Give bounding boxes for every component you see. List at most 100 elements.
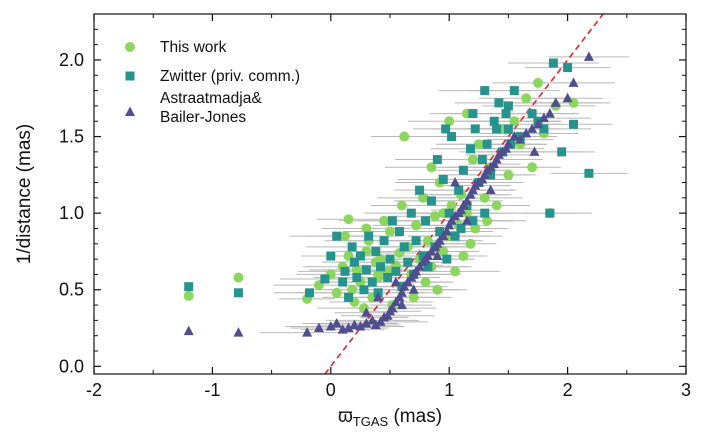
- data-point-circle: [446, 200, 457, 211]
- data-point-circle: [432, 284, 443, 295]
- data-point-circle: [467, 154, 478, 165]
- data-point-triangle: [461, 195, 472, 205]
- data-point-square: [462, 200, 472, 210]
- data-point-circle: [396, 200, 407, 211]
- legend-label-this-work: This work: [160, 39, 227, 56]
- legend-label-astraatmadja: Astraatmadja& Bailer-Jones: [160, 90, 262, 126]
- data-point-square: [385, 254, 395, 264]
- data-point-square: [415, 185, 425, 195]
- data-point-circle: [450, 266, 461, 277]
- data-point-square: [349, 257, 359, 267]
- data-point-circle: [521, 93, 532, 104]
- legend-marker-this-work: [125, 42, 135, 52]
- legend-label-line: Astraatmadja&: [160, 90, 262, 107]
- data-point-square: [359, 285, 369, 295]
- data-point-circle: [429, 211, 440, 222]
- data-point-triangle: [370, 319, 381, 329]
- data-point-square: [394, 227, 404, 237]
- data-point-triangle: [461, 215, 472, 225]
- data-point-square: [492, 124, 502, 134]
- data-point-circle: [379, 215, 390, 226]
- data-point-square: [527, 109, 537, 119]
- data-point-circle: [418, 192, 429, 203]
- data-point-square: [466, 144, 476, 154]
- y-tick-label: 2.0: [59, 50, 84, 70]
- data-point-circle: [408, 292, 419, 303]
- data-point-square: [480, 208, 490, 218]
- data-point-circle: [343, 214, 354, 225]
- data-point-square: [426, 196, 436, 206]
- x-axis-label-symbol: ϖ: [338, 406, 353, 427]
- data-point-triangle: [533, 118, 543, 129]
- series-1: [184, 58, 594, 302]
- data-point-square: [444, 208, 454, 218]
- x-tick-label: 0: [326, 380, 336, 400]
- data-point-triangle: [343, 322, 354, 333]
- data-point-square: [447, 132, 457, 142]
- data-point-triangle: [387, 302, 398, 313]
- data-point-square: [379, 236, 389, 246]
- x-axis-label-subscript: TGAS: [353, 414, 389, 429]
- data-series: [183, 51, 594, 337]
- data-point-triangle: [515, 134, 526, 144]
- data-point-circle: [422, 235, 433, 246]
- legend-marker-zwitter: [125, 71, 135, 81]
- data-point-triangle: [361, 307, 372, 317]
- data-point-square: [441, 124, 451, 134]
- y-axis-label: 1/distance (mas): [14, 124, 35, 264]
- data-point-square: [450, 231, 460, 241]
- data-point-triangle: [485, 184, 496, 195]
- data-point-square: [545, 208, 555, 218]
- data-point-square: [347, 242, 357, 252]
- data-point-square: [563, 63, 573, 73]
- data-point-triangle: [441, 226, 452, 236]
- data-point-circle: [473, 139, 484, 150]
- data-point-triangle: [538, 112, 549, 123]
- data-point-square: [494, 98, 504, 108]
- x-tick-label: -2: [86, 380, 102, 400]
- data-point-square: [399, 242, 409, 252]
- data-point-circle: [491, 200, 502, 211]
- data-point-square: [320, 274, 330, 284]
- data-point-square: [486, 170, 496, 180]
- data-point-square: [442, 254, 452, 264]
- data-point-triangle: [562, 92, 573, 103]
- data-point-circle: [438, 246, 449, 257]
- data-point-triangle: [396, 287, 407, 297]
- data-point-square: [569, 119, 579, 129]
- data-point-triangle: [432, 250, 443, 261]
- y-tick-label: 0.5: [59, 280, 84, 300]
- data-point-triangle: [349, 319, 360, 329]
- data-point-square: [338, 277, 348, 287]
- x-axis-ticks: -2 -1 0 1 2 3: [86, 14, 691, 400]
- data-point-circle: [527, 162, 538, 173]
- x-tick-label: 2: [563, 380, 573, 400]
- data-point-square: [361, 265, 371, 275]
- y-tick-label: 0.0: [59, 356, 84, 376]
- data-point-square: [423, 262, 433, 272]
- data-point-square: [340, 266, 350, 276]
- data-point-square: [184, 282, 194, 292]
- data-point-triangle: [302, 327, 313, 337]
- data-point-triangle: [568, 77, 579, 87]
- data-point-circle: [426, 162, 437, 173]
- data-point-square: [403, 257, 413, 267]
- data-point-circle: [482, 215, 493, 226]
- data-point-circle: [399, 131, 410, 142]
- x-axis-label: ϖTGAS (mas): [338, 406, 442, 429]
- data-point-triangle: [361, 317, 372, 328]
- y-axis-ticks: 0.0 0.5 1.0 1.5 2.0: [59, 28, 686, 376]
- data-point-triangle: [355, 321, 366, 331]
- data-point-square: [421, 216, 431, 226]
- data-point-triangle: [396, 299, 407, 310]
- legend-marker-astraatmadja: [125, 106, 135, 116]
- data-point-square: [364, 231, 374, 241]
- x-tick-label: 3: [681, 380, 691, 400]
- data-point-circle: [183, 290, 194, 301]
- data-point-square: [376, 262, 386, 272]
- data-point-triangle: [527, 123, 538, 133]
- data-point-triangle: [521, 127, 532, 138]
- legend: This work Zwitter (priv. comm.) Astraatm…: [125, 39, 300, 126]
- legend-label-zwitter: Zwitter (priv. comm.): [160, 68, 300, 85]
